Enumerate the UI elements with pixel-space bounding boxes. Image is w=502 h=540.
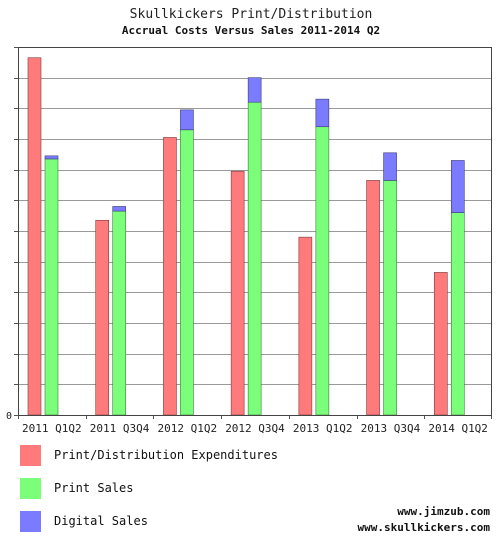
legend-label-expenditures: Print/Distribution Expenditures [54, 448, 278, 462]
bar-digital-sales [315, 98, 330, 128]
legend-swatch-print-sales [20, 477, 41, 499]
y-tick-label: 0 [6, 411, 12, 422]
plot-frame [18, 47, 492, 416]
bar-expenditures [366, 180, 380, 416]
bar-digital-sales [112, 206, 127, 212]
legend-item-expenditures: Print/Distribution Expenditures [20, 444, 278, 466]
bar-print-sales [44, 158, 59, 416]
bar-expenditures [230, 170, 245, 416]
credit-skullkickers: www.skullkickers.com [357, 521, 490, 534]
bar-digital-sales [180, 109, 194, 131]
x-tick-label: 2012 Q3Q4 [225, 422, 285, 435]
legend-swatch-digital-sales [20, 510, 41, 532]
bar-expenditures [27, 57, 42, 416]
x-tick-label: 2012 Q1Q2 [157, 422, 217, 435]
bar-print-sales [315, 126, 330, 416]
bar-digital-sales [383, 152, 397, 181]
legend-item-digital-sales: Digital Sales [20, 510, 148, 532]
bar-print-sales [383, 180, 397, 416]
credit-jimzub: www.jimzub.com [397, 505, 490, 518]
bar-print-sales [112, 210, 127, 416]
bar-digital-sales [44, 155, 59, 160]
bar-digital-sales [450, 160, 465, 213]
legend-swatch-expenditures [20, 444, 41, 466]
x-tick-label: 2014 Q1Q2 [428, 422, 488, 435]
bar-expenditures [433, 272, 448, 416]
bar-print-sales [180, 129, 194, 416]
x-tick-label: 2011 Q1Q2 [22, 422, 82, 435]
bar-print-sales [247, 101, 262, 416]
bar-expenditures [298, 236, 313, 416]
bar-expenditures [95, 219, 110, 416]
legend-label-print-sales: Print Sales [54, 481, 134, 495]
legend-label-digital-sales: Digital Sales [54, 514, 148, 528]
x-tick-label: 2013 Q1Q2 [293, 422, 353, 435]
bar-print-sales [450, 212, 465, 416]
bar-digital-sales [247, 77, 262, 103]
legend-item-print-sales: Print Sales [20, 477, 133, 499]
x-tick-label: 2011 Q3Q4 [90, 422, 150, 435]
bar-expenditures [163, 137, 177, 416]
chart-subtitle: Accrual Costs Versus Sales 2011-2014 Q2 [121, 24, 381, 37]
x-tick-label: 2013 Q3Q4 [361, 422, 421, 435]
chart-title: Skullkickers Print/Distribution [129, 7, 373, 22]
